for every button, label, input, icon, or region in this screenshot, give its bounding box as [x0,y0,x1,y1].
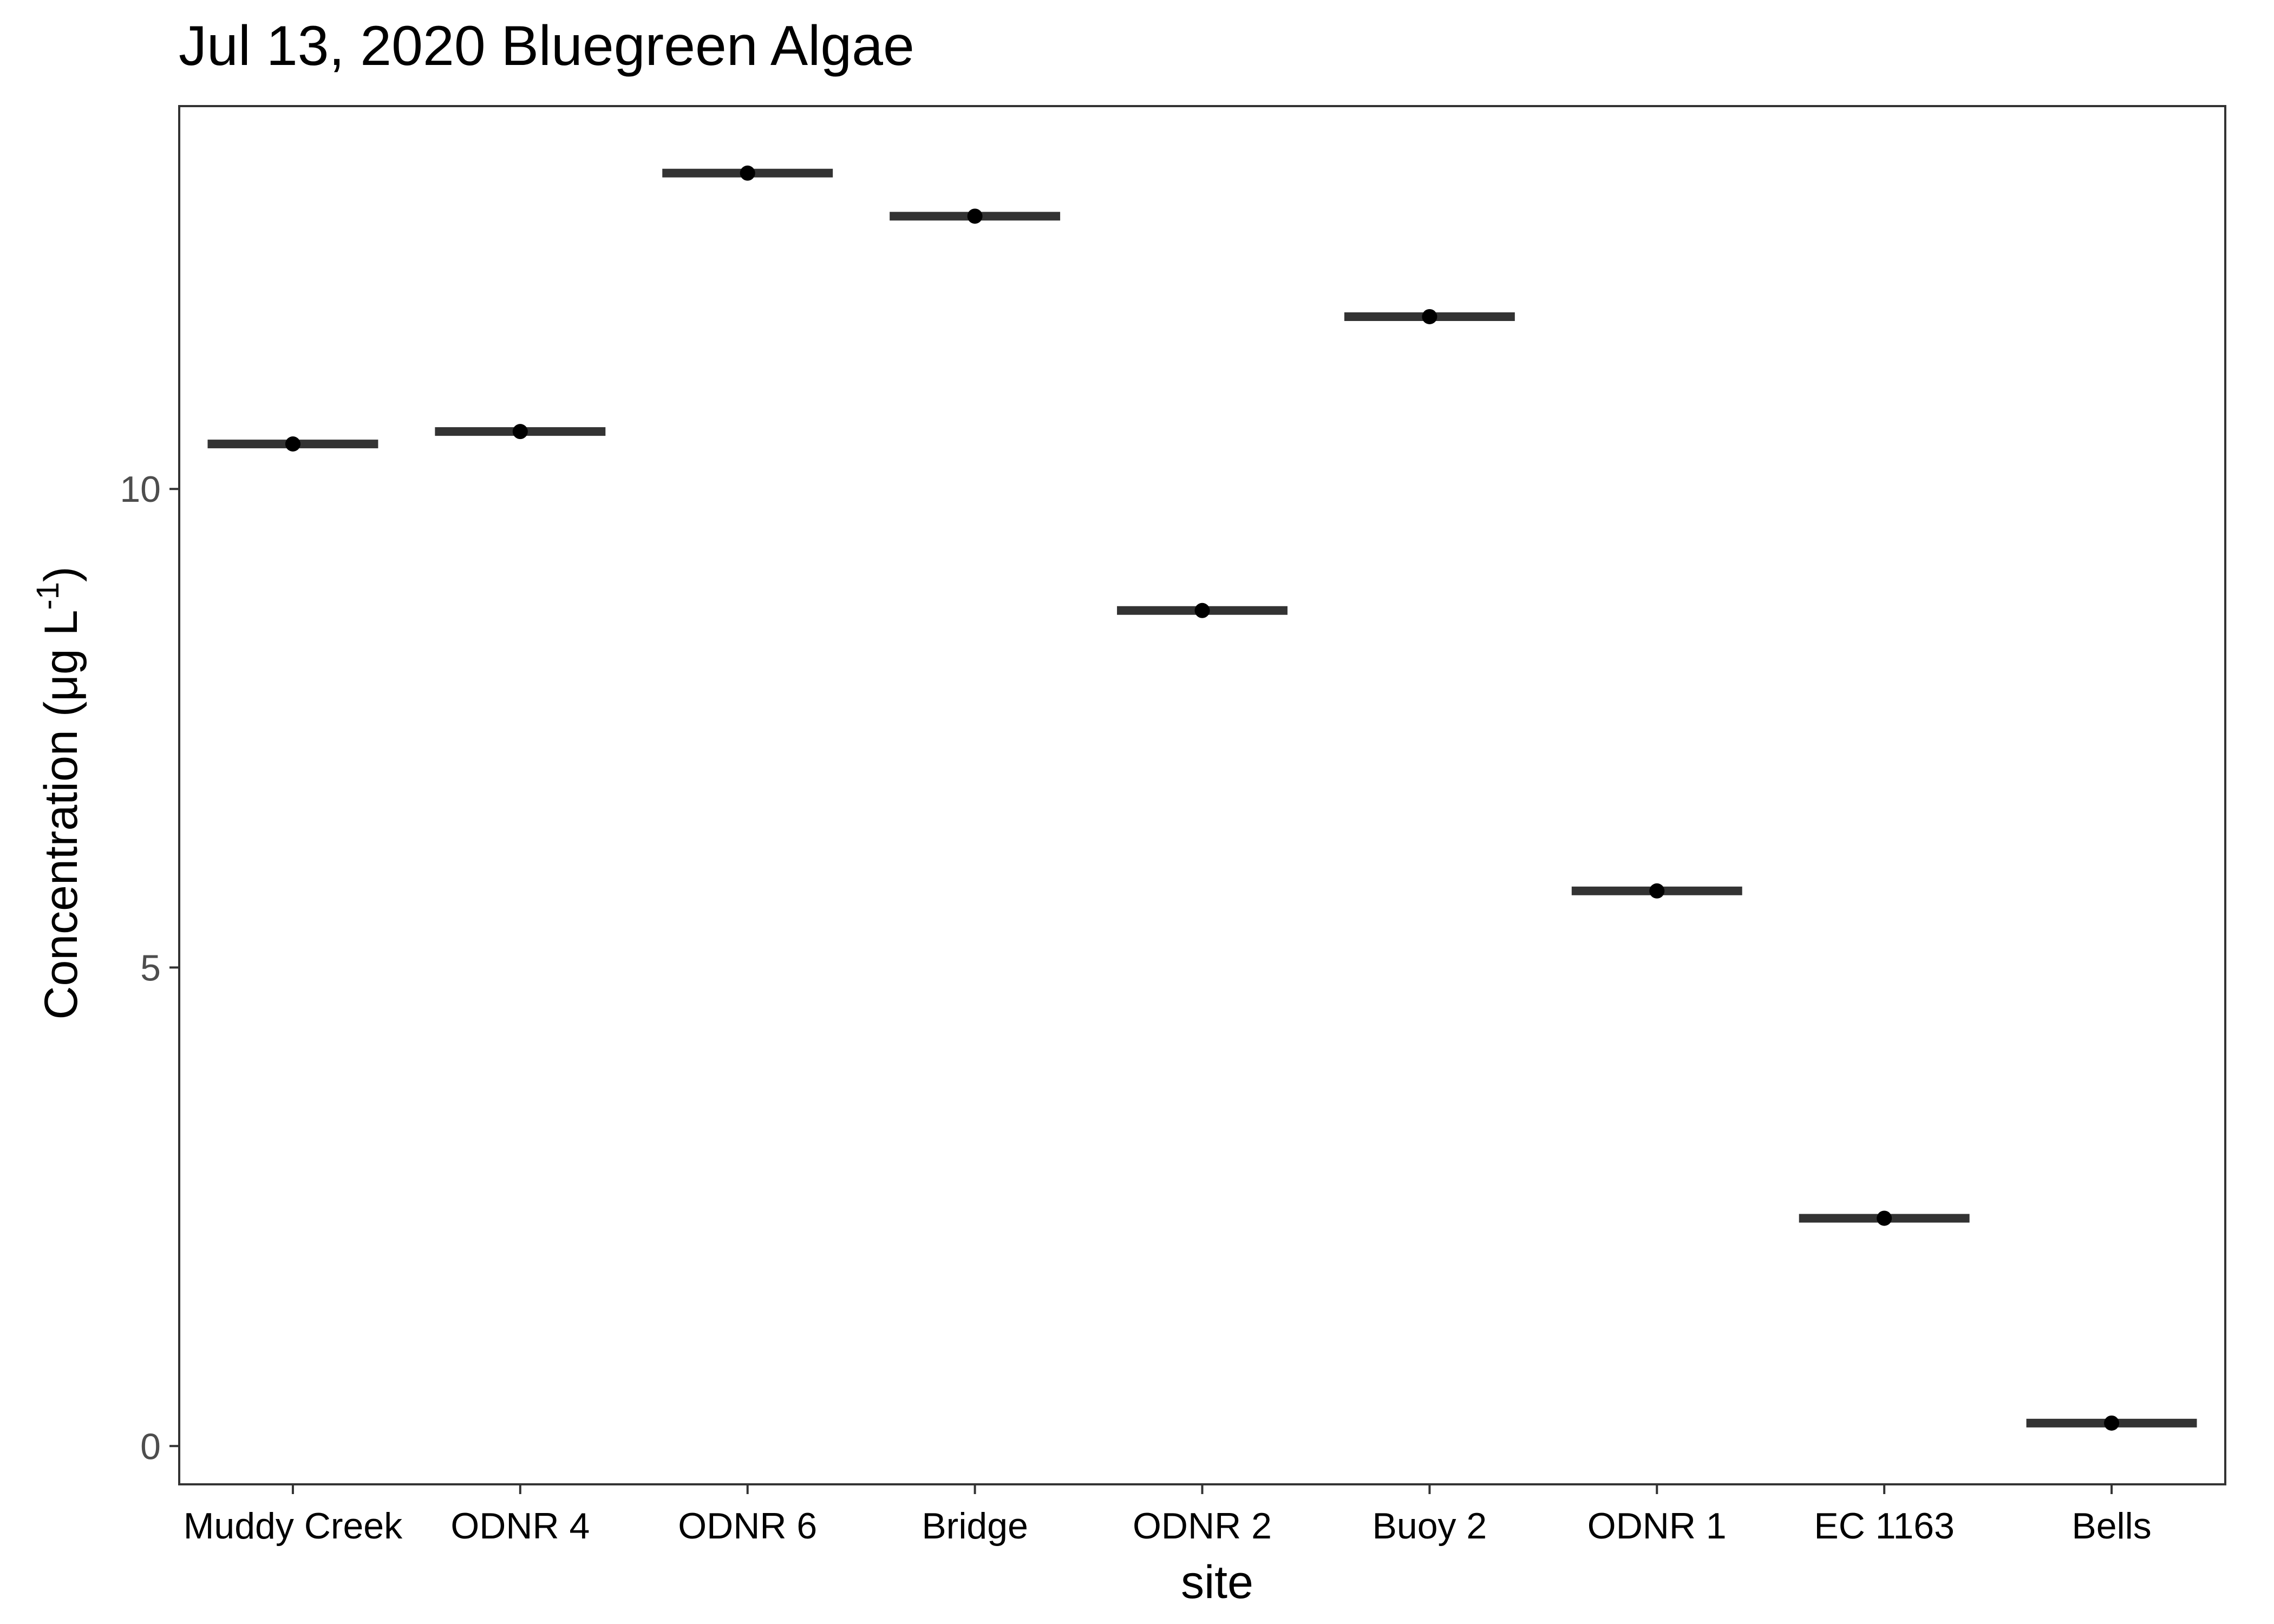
x-tick-label: ODNR 6 [678,1505,817,1547]
chart-title: Jul 13, 2020 Bluegreen Algae [179,15,914,77]
x-tick-label: ODNR 2 [1133,1505,1272,1547]
data-point [967,208,983,224]
x-tick-label: Muddy Creek [184,1505,403,1547]
y-tick-label: 5 [140,947,161,988]
data-point [2104,1415,2120,1431]
x-tick-label: EC 1163 [1814,1505,1955,1547]
panel-border [178,105,2226,1485]
x-tick-label: Buoy 2 [1373,1505,1487,1547]
x-tick-label: ODNR 1 [1587,1505,1727,1547]
y-tick-label: 10 [120,469,161,510]
data-point [512,424,528,440]
y-axis-title-close: ) [35,566,87,582]
x-tick-label: ODNR 4 [450,1505,590,1547]
data-point [1422,309,1437,324]
x-axis: Muddy Creek ODNR 4 ODNR 6 Bridge ODNR 2 Buoy … [184,1484,2152,1547]
y-axis: 0 5 10 [120,469,179,1467]
x-tick-label: Bells [2072,1505,2151,1547]
x-tick-label: Bridge [922,1505,1028,1547]
x-axis-title: site [1181,1556,1253,1608]
y-axis-title-superscript: -1 [30,582,66,610]
plot-panel [178,105,2226,1485]
y-tick-label: 0 [140,1426,161,1467]
y-axis-title: Concentration (μg L-1) [30,566,87,1019]
data-point [1194,603,1210,618]
data-point [285,436,300,452]
data-point [1649,883,1665,899]
data-marks [207,165,2197,1431]
data-point [740,165,755,181]
y-axis-title-main: Concentration (μg L [35,610,87,1020]
data-point [1877,1210,1892,1226]
